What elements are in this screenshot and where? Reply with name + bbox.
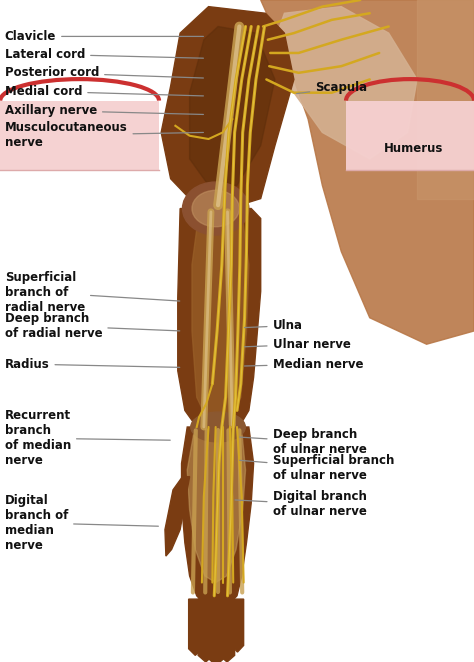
Text: Superficial
branch of
radial nerve: Superficial branch of radial nerve: [5, 271, 180, 314]
Text: Ulnar nerve: Ulnar nerve: [245, 338, 350, 351]
Text: Axillary nerve: Axillary nerve: [5, 104, 203, 117]
Polygon shape: [187, 430, 246, 583]
Ellipse shape: [191, 412, 246, 442]
Text: Posterior cord: Posterior cord: [5, 66, 203, 79]
Text: Clavicle: Clavicle: [5, 30, 203, 43]
Ellipse shape: [192, 191, 239, 226]
Polygon shape: [189, 599, 202, 655]
Text: Ulna: Ulna: [245, 319, 302, 332]
Polygon shape: [161, 7, 294, 212]
Text: Digital
branch of
median
nerve: Digital branch of median nerve: [5, 494, 158, 552]
Text: Median nerve: Median nerve: [245, 357, 363, 371]
Text: Medial cord: Medial cord: [5, 85, 203, 98]
Text: Humerus: Humerus: [384, 142, 443, 156]
Polygon shape: [219, 599, 235, 662]
Text: Musculocutaneous
nerve: Musculocutaneous nerve: [5, 121, 203, 149]
FancyBboxPatch shape: [0, 101, 159, 170]
Text: Deep branch
of ulnar nerve: Deep branch of ulnar nerve: [240, 428, 366, 456]
Text: Digital branch
of ulnar nerve: Digital branch of ulnar nerve: [235, 491, 366, 518]
Ellipse shape: [182, 182, 249, 235]
Polygon shape: [231, 599, 244, 652]
Polygon shape: [178, 209, 261, 437]
Polygon shape: [275, 7, 417, 159]
Text: Superficial branch
of ulnar nerve: Superficial branch of ulnar nerve: [240, 454, 394, 482]
Polygon shape: [261, 0, 474, 344]
Text: Recurrent
branch
of median
nerve: Recurrent branch of median nerve: [5, 409, 170, 467]
Polygon shape: [198, 599, 213, 662]
Polygon shape: [182, 427, 254, 609]
Text: Radius: Radius: [5, 357, 180, 371]
Text: Deep branch
of radial nerve: Deep branch of radial nerve: [5, 312, 180, 340]
Polygon shape: [192, 212, 249, 427]
Polygon shape: [209, 599, 224, 662]
Polygon shape: [190, 26, 275, 185]
Text: Scapula: Scapula: [297, 81, 367, 94]
Polygon shape: [165, 477, 190, 556]
Text: Lateral cord: Lateral cord: [5, 48, 203, 61]
FancyBboxPatch shape: [346, 101, 474, 170]
